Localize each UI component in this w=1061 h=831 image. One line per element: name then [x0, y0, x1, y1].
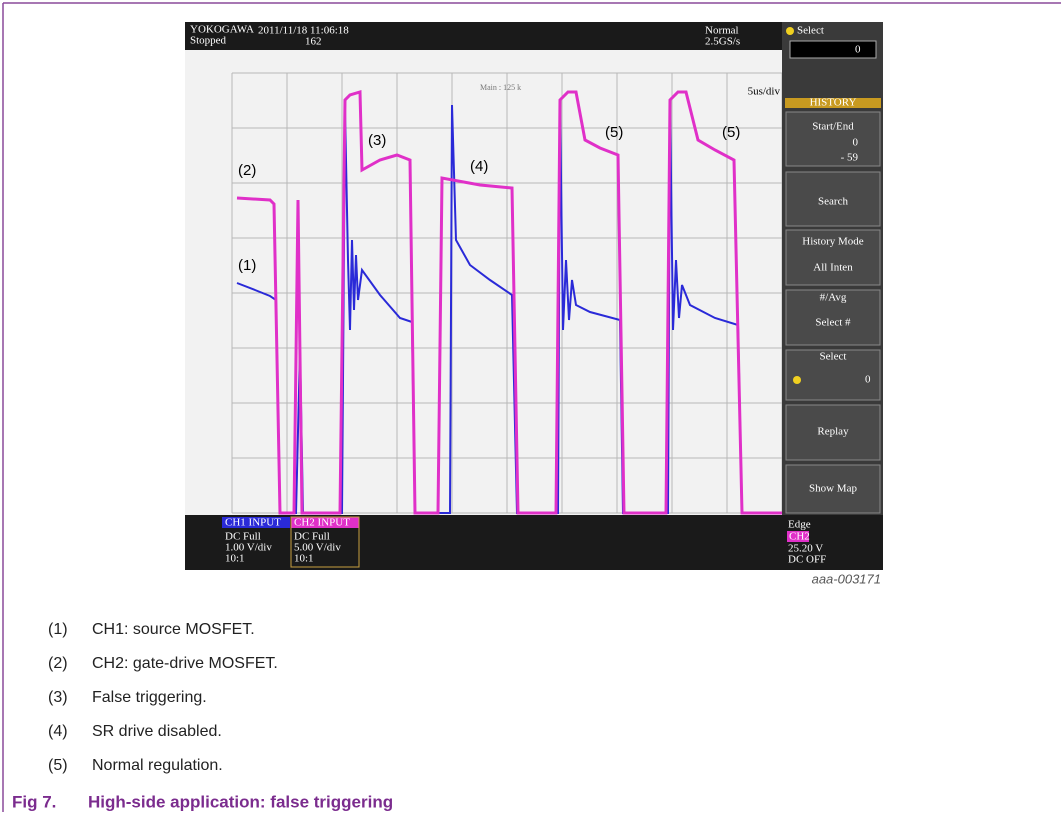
annotation: (5)	[605, 124, 623, 141]
note-num: (4)	[48, 723, 68, 740]
note-num: (2)	[48, 655, 68, 672]
panel-label: Select	[797, 25, 824, 37]
note-text: CH1: source MOSFET.	[92, 621, 255, 638]
caption-label: Fig 7.	[12, 792, 56, 811]
knob-icon	[786, 27, 794, 35]
datetime: 2011/11/18 11:06:18	[258, 25, 349, 37]
count: 162	[305, 36, 322, 48]
side-panel: Select 0 HISTORY Start/End 0 - 59 Search…	[782, 22, 883, 515]
notes: (1) CH1: source MOSFET. (2) CH2: gate-dr…	[48, 621, 278, 774]
state: Stopped	[190, 35, 227, 47]
panel-value: - 59	[841, 152, 859, 164]
annotation: (5)	[722, 124, 740, 141]
note-num: (3)	[48, 689, 68, 706]
panel-label: Search	[818, 196, 848, 208]
panel-value: 0	[865, 374, 871, 386]
figure-id: aaa-003171	[812, 571, 881, 586]
panel-value: 0	[853, 137, 859, 149]
caption-title: High-side application: false triggering	[88, 792, 393, 811]
annotation: (3)	[368, 132, 386, 149]
oscilloscope: (2) (1) (3) (4) (5) (5) YOKOGAWA Stopped…	[185, 22, 883, 570]
panel-label: Show Map	[809, 483, 857, 495]
panel-label: HISTORY	[810, 97, 857, 109]
page: (2) (1) (3) (4) (5) (5) YOKOGAWA Stopped…	[0, 0, 1061, 826]
panel-label: Replay	[817, 426, 849, 438]
panel-label: Select	[820, 351, 847, 363]
trigger-type: Edge	[788, 519, 811, 531]
note-text: False triggering.	[92, 689, 207, 706]
trigger-hold: DC OFF	[788, 554, 826, 566]
panel-label: History Mode	[802, 236, 864, 248]
note-text: Normal regulation.	[92, 757, 223, 774]
knob-icon	[793, 376, 801, 384]
annotation: (2)	[238, 162, 256, 179]
note-num: (1)	[48, 621, 68, 638]
ch1-probe: 10:1	[225, 553, 245, 565]
panel-label: #/Avg	[820, 292, 847, 304]
value-box	[790, 41, 876, 58]
panel-value: 0	[855, 44, 861, 56]
panel-value: All Inten	[813, 262, 853, 274]
annotation: (4)	[470, 158, 488, 175]
ch1-name: CH1 INPUT	[225, 517, 281, 529]
note-num: (5)	[48, 757, 68, 774]
ch2-probe: 10:1	[294, 553, 314, 565]
timebase: 5us/div	[748, 86, 781, 98]
rate: 2.5GS/s	[705, 36, 740, 48]
trigger-source: CH2	[789, 531, 810, 543]
panel-label: Start/End	[812, 121, 854, 133]
note-text: CH2: gate-drive MOSFET.	[92, 655, 278, 672]
main-zoom: Main : 125 k	[480, 83, 521, 92]
note-text: SR drive disabled.	[92, 723, 222, 740]
ch2-name: CH2 INPUT	[294, 517, 350, 529]
panel-value: Select #	[815, 317, 851, 329]
annotation: (1)	[238, 257, 256, 274]
